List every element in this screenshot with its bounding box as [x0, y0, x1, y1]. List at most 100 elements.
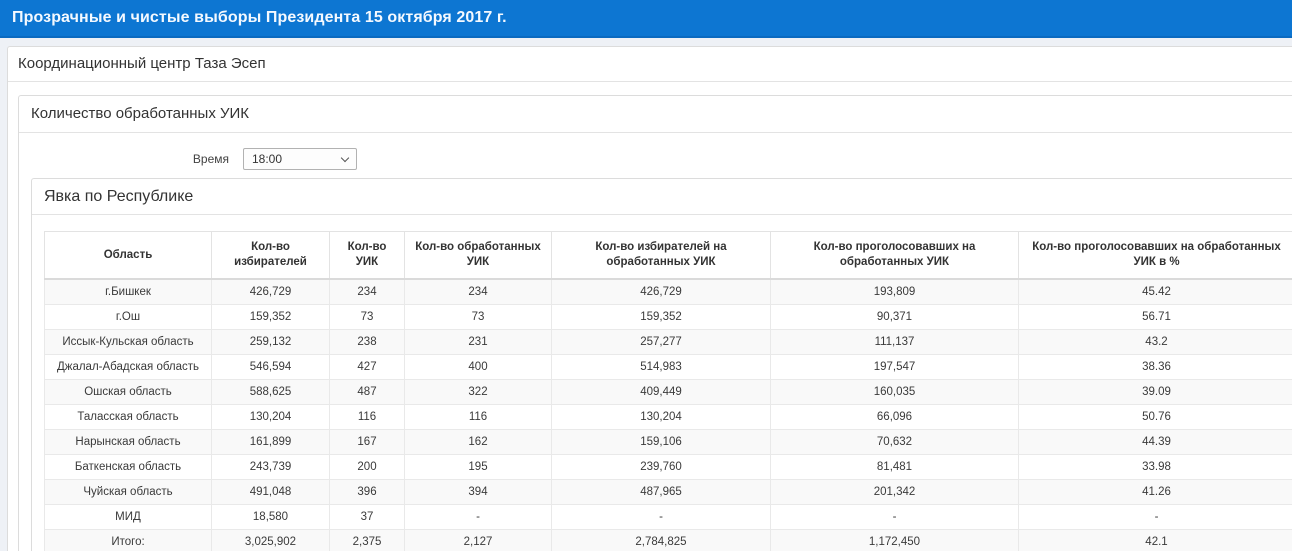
table-cell: 45.42 — [1018, 278, 1292, 305]
table-row: Итого: 3,025,902 2,375 2,127 2,784,825 1,172,… — [44, 529, 1292, 551]
table-cell: 130,204 — [551, 404, 771, 430]
table-cell: г.Бишкек — [44, 278, 212, 305]
coordination-center-header: Координационный центр Таза Эсеп — [8, 47, 1292, 82]
table-cell: 130,204 — [211, 404, 330, 430]
table-cell: г.Ош — [44, 304, 212, 330]
column-header-processed-uik: Кол-во обработанных УИК — [404, 231, 552, 280]
column-header-voted-on-processed: Кол-во проголосовавших на обработанных У… — [770, 231, 1019, 280]
table-cell: 234 — [404, 278, 552, 305]
table-cell: 322 — [404, 379, 552, 405]
table-cell: 38.36 — [1018, 354, 1292, 380]
turnout-panel: Явка по Республике Область — [31, 178, 1292, 551]
table-cell: 195 — [404, 454, 552, 480]
table-row: Джалал-Абадская область 546,594 427 400 514,… — [44, 354, 1292, 380]
table-row: Таласская область 130,204 116 116 130,204 66,… — [44, 404, 1292, 430]
table-cell: 259,132 — [211, 329, 330, 355]
table-cell: Нарынская область — [44, 429, 212, 455]
table-cell: Иссык-Кульская область — [44, 329, 212, 355]
table-cell: 162 — [404, 429, 552, 455]
table-cell: 159,106 — [551, 429, 771, 455]
table-cell: 2,375 — [329, 529, 405, 551]
table-cell: 39.09 — [1018, 379, 1292, 405]
table-cell: 81,481 — [770, 454, 1019, 480]
table-cell: 90,371 — [770, 304, 1019, 330]
processed-uik-panel: Количество обработанных УИК Время 18:00 … — [18, 95, 1292, 551]
table-cell: 42.1 — [1018, 529, 1292, 551]
table-cell: 73 — [329, 304, 405, 330]
turnout-header: Явка по Республике — [32, 179, 1292, 215]
table-row: г.Бишкек 426,729 234 234 426,729 193,809 45.42 — [44, 278, 1292, 305]
table-cell: 41.26 — [1018, 479, 1292, 505]
table-cell: 234 — [329, 278, 405, 305]
table-row: МИД 18,580 37- - - - — [44, 504, 1292, 530]
table-cell: 116 — [329, 404, 405, 430]
table-cell: 243,739 — [211, 454, 330, 480]
table-cell: 116 — [404, 404, 552, 430]
table-cell: 514,983 — [551, 354, 771, 380]
table-cell: 37 — [329, 504, 405, 530]
table-cell: Баткенская область — [44, 454, 212, 480]
column-header-uik-count: Кол-во УИК — [329, 231, 405, 280]
table-cell: 167 — [329, 429, 405, 455]
table-cell: 409,449 — [551, 379, 771, 405]
table-cell: Итого: — [44, 529, 212, 551]
table-cell: 161,899 — [211, 429, 330, 455]
table-row: Иссык-Кульская область 259,132 238 231 257,2… — [44, 329, 1292, 355]
table-cell: - — [770, 504, 1019, 530]
table-cell: Ошская область — [44, 379, 212, 405]
table-row: Ошская область 588,625 487 322 409,449 160,03… — [44, 379, 1292, 405]
table-cell: 200 — [329, 454, 405, 480]
table-cell: 201,342 — [770, 479, 1019, 505]
table-cell: 70,632 — [770, 429, 1019, 455]
table-cell: 426,729 — [551, 278, 771, 305]
table-cell: 426,729 — [211, 278, 330, 305]
navbar: Прозрачные и чистые выборы Президента 15… — [0, 0, 1292, 38]
table-cell: Джалал-Абадская область — [44, 354, 212, 380]
table-cell: 33.98 — [1018, 454, 1292, 480]
time-filter-row: Время 18:00 — [31, 148, 1292, 170]
column-header-voted-percent: Кол-во проголосовавших на обработанных У… — [1018, 231, 1292, 280]
table-cell: Чуйская область — [44, 479, 212, 505]
table-cell: 239,760 — [551, 454, 771, 480]
table-cell: 487,965 — [551, 479, 771, 505]
table-cell: 2,784,825 — [551, 529, 771, 551]
table-cell: 588,625 — [211, 379, 330, 405]
table-cell: 231 — [404, 329, 552, 355]
processed-uik-header: Количество обработанных УИК — [19, 96, 1292, 133]
table-cell: 44.39 — [1018, 429, 1292, 455]
table-cell: 396 — [329, 479, 405, 505]
table-cell: 159,352 — [211, 304, 330, 330]
table-cell: 3,025,902 — [211, 529, 330, 551]
time-select-wrap: 18:00 — [243, 148, 357, 170]
processed-uik-body: Время 18:00 Явка по Республике — [19, 133, 1292, 551]
time-select[interactable]: 18:00 — [243, 148, 357, 170]
turnout-table: Область Кол-во избирателей Кол-во УИК Ко… — [44, 231, 1292, 551]
table-cell: 197,547 — [770, 354, 1019, 380]
table-cell: 111,137 — [770, 329, 1019, 355]
turnout-body: Область Кол-во избирателей Кол-во УИК Ко… — [32, 215, 1292, 551]
table-cell: 43.2 — [1018, 329, 1292, 355]
column-header-region: Область — [44, 231, 212, 280]
table-header-row: Область Кол-во избирателей Кол-во УИК Ко… — [44, 231, 1292, 280]
turnout-table-body: г.Бишкек 426,729 234 234 426,729 193,809 45.42… — [44, 278, 1292, 551]
table-cell: 427 — [329, 354, 405, 380]
table-cell: 73 — [404, 304, 552, 330]
table-row: г.Ош 159,352 73 73 159,352 90,371 56.71 — [44, 304, 1292, 330]
table-cell: - — [1018, 504, 1292, 530]
table-row: Баткенская область 243,739 200 195 239,760 81… — [44, 454, 1292, 480]
table-cell: 491,048 — [211, 479, 330, 505]
table-cell: 487 — [329, 379, 405, 405]
table-cell: 56.71 — [1018, 304, 1292, 330]
table-cell: 238 — [329, 329, 405, 355]
table-cell: 18,580 — [211, 504, 330, 530]
coordination-center-panel: Координационный центр Таза Эсеп Количест… — [7, 46, 1292, 551]
table-cell: Таласская область — [44, 404, 212, 430]
table-row: Нарынская область 161,899 167 162 159,106 70,… — [44, 429, 1292, 455]
table-cell: - — [551, 504, 771, 530]
table-cell: 394 — [404, 479, 552, 505]
table-cell: 257,277 — [551, 329, 771, 355]
table-cell: 160,035 — [770, 379, 1019, 405]
table-cell: 2,127 — [404, 529, 552, 551]
table-row: Чуйская область 491,048 396 394 487,965 201,3… — [44, 479, 1292, 505]
table-cell: 159,352 — [551, 304, 771, 330]
